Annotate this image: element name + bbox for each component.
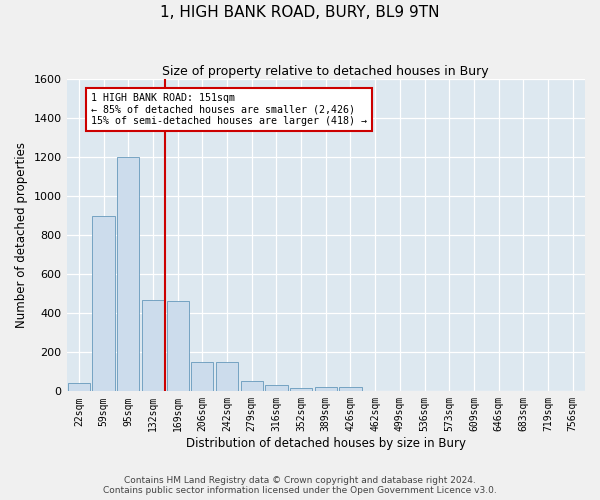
Bar bbox=[68, 382, 90, 392]
Bar bbox=[290, 388, 312, 392]
X-axis label: Distribution of detached houses by size in Bury: Distribution of detached houses by size … bbox=[186, 437, 466, 450]
Bar bbox=[241, 380, 263, 392]
Bar bbox=[340, 388, 362, 392]
Bar bbox=[265, 386, 287, 392]
Text: 1 HIGH BANK ROAD: 151sqm
← 85% of detached houses are smaller (2,426)
15% of sem: 1 HIGH BANK ROAD: 151sqm ← 85% of detach… bbox=[91, 93, 367, 126]
Bar bbox=[191, 362, 214, 392]
Y-axis label: Number of detached properties: Number of detached properties bbox=[15, 142, 28, 328]
Text: 1, HIGH BANK ROAD, BURY, BL9 9TN: 1, HIGH BANK ROAD, BURY, BL9 9TN bbox=[160, 5, 440, 20]
Title: Size of property relative to detached houses in Bury: Size of property relative to detached ho… bbox=[163, 65, 489, 78]
Bar bbox=[142, 300, 164, 392]
Bar bbox=[216, 362, 238, 392]
Bar bbox=[167, 300, 189, 392]
Text: Contains HM Land Registry data © Crown copyright and database right 2024.
Contai: Contains HM Land Registry data © Crown c… bbox=[103, 476, 497, 495]
Bar bbox=[117, 157, 139, 392]
Bar bbox=[314, 388, 337, 392]
Bar bbox=[92, 216, 115, 392]
